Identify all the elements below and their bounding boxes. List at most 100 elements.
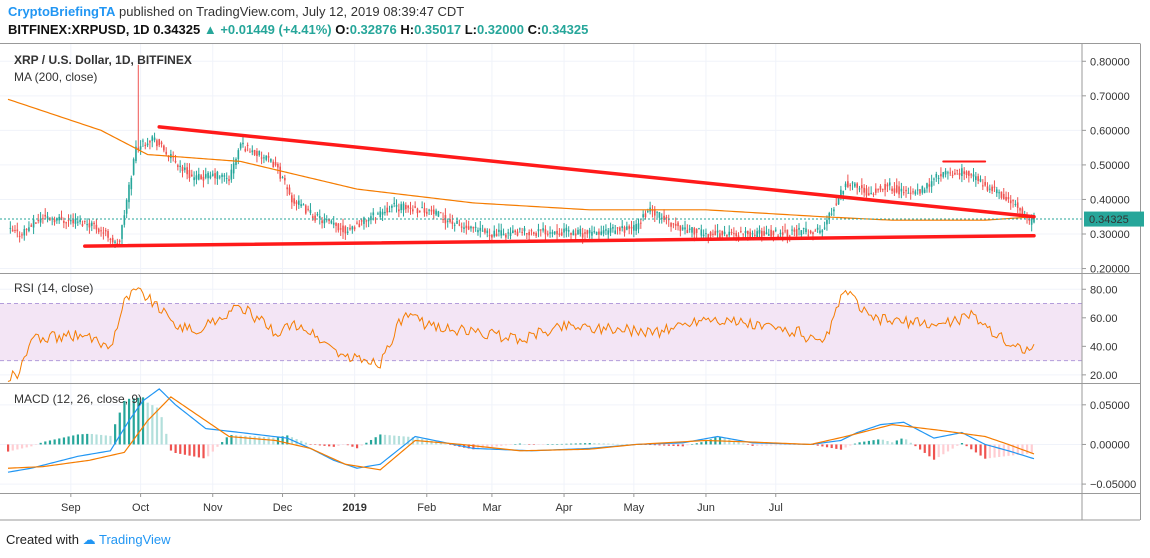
rsi-axis-label-2: 60.00 [1090, 313, 1118, 325]
candle-body [777, 235, 779, 237]
candle-body [239, 143, 242, 149]
candle-body [28, 227, 30, 232]
candle-body [735, 233, 738, 237]
macd-hist-bar [67, 436, 70, 445]
y-axis-labels: 0.20000 0.30000 0.40000 0.50000 0.60000 0.700… [1082, 56, 1136, 491]
tradingview-link[interactable]: TradingView [99, 532, 171, 547]
candle-body [558, 233, 561, 235]
candle-body [819, 230, 821, 233]
candle-body [302, 204, 305, 206]
macd-hist-bar [565, 443, 568, 445]
macd-hist-bar [486, 444, 489, 448]
candle-body [798, 227, 800, 230]
candle-body [795, 229, 798, 236]
macd-axis-label-1: 0.00000 [1090, 439, 1130, 451]
candle-body [886, 184, 889, 187]
candle-body [500, 230, 503, 236]
candle-body [97, 228, 100, 233]
candle-body [477, 230, 479, 233]
macd-hist-bar [342, 444, 345, 445]
candle-body [612, 227, 614, 229]
candle-body [821, 230, 824, 233]
macd-hist-bar [146, 402, 149, 445]
last-price-tag [1084, 211, 1144, 227]
macd-hist-bar [821, 444, 824, 447]
macd-hist-bar [262, 436, 266, 445]
candle-body [88, 223, 91, 228]
candle-body [451, 221, 454, 224]
candle-body [435, 210, 437, 215]
candle-body [374, 218, 377, 220]
candle-body [951, 174, 954, 176]
x-label-8: May [623, 502, 644, 514]
candle-body [1012, 200, 1014, 202]
candle-body [637, 223, 640, 230]
macd-hist-bar [211, 444, 214, 452]
macd-hist-bar [863, 441, 866, 445]
candle-body [607, 230, 610, 235]
candle-body [705, 233, 707, 235]
candle-body [740, 231, 742, 233]
candle-body [588, 230, 591, 234]
macd-hist-bar [374, 437, 377, 445]
macd-hist-bar [858, 442, 861, 445]
candle-body [221, 174, 223, 177]
macd-hist-bar [225, 437, 228, 445]
x-label-0: Sep [61, 502, 81, 514]
tradingview-logo-icon: ☁ [82, 532, 96, 547]
candle-body [188, 170, 191, 179]
trendlines-layer [83, 125, 1036, 248]
pane-frames [0, 43, 1141, 521]
candle-body [770, 229, 772, 237]
candle-body [751, 233, 754, 235]
candle-body [858, 188, 861, 190]
candle-body [949, 172, 952, 174]
candle-body [153, 137, 156, 141]
candle-body [277, 163, 279, 168]
candle-body [291, 195, 293, 203]
macd-hist-bar [560, 443, 563, 445]
candle-body [130, 177, 133, 190]
macd-hist-bar [490, 444, 494, 448]
candle-body [849, 184, 852, 187]
candle-body [553, 231, 556, 234]
candle-body [225, 177, 228, 179]
candle-body [909, 192, 912, 194]
candle-body [284, 177, 286, 181]
candle-body [993, 186, 996, 188]
macd-hist-bar [607, 443, 610, 445]
candle-body [1021, 208, 1024, 218]
candle-body [328, 219, 330, 221]
candle-body [300, 204, 302, 207]
candle-body [223, 175, 226, 177]
macd-hist-bar [495, 444, 498, 447]
price-axis-label-2: 0.40000 [1090, 194, 1130, 206]
candle-body [826, 219, 828, 225]
candle-body [644, 213, 647, 218]
candle-body [930, 181, 933, 187]
candle-body [118, 240, 121, 242]
candle-body [398, 209, 400, 212]
candle-body [835, 203, 838, 205]
candle-body [830, 213, 833, 215]
chart-canvas[interactable]: 0.20000 0.30000 0.40000 0.50000 0.60000 0.700… [0, 0, 1150, 530]
macd-hist-bar [174, 444, 177, 454]
macd-hist-bar [30, 444, 33, 447]
candle-body [691, 227, 693, 233]
candle-body [905, 189, 907, 192]
macd-hist-bar [169, 444, 173, 451]
candle-body [58, 216, 60, 221]
candle-body [211, 173, 214, 176]
candle-body [65, 222, 67, 224]
macd-hist-bar [551, 444, 554, 445]
macd-hist-bar [500, 444, 503, 446]
candle-body [323, 219, 326, 224]
candle-body [979, 178, 982, 182]
candle-body [321, 220, 323, 224]
candle-body [695, 229, 698, 233]
candle-body [421, 207, 423, 209]
candle-body [281, 177, 284, 179]
candle-body [572, 230, 575, 236]
macd-hist-bar [853, 443, 857, 445]
author-link[interactable]: CryptoBriefingTA [8, 4, 116, 19]
